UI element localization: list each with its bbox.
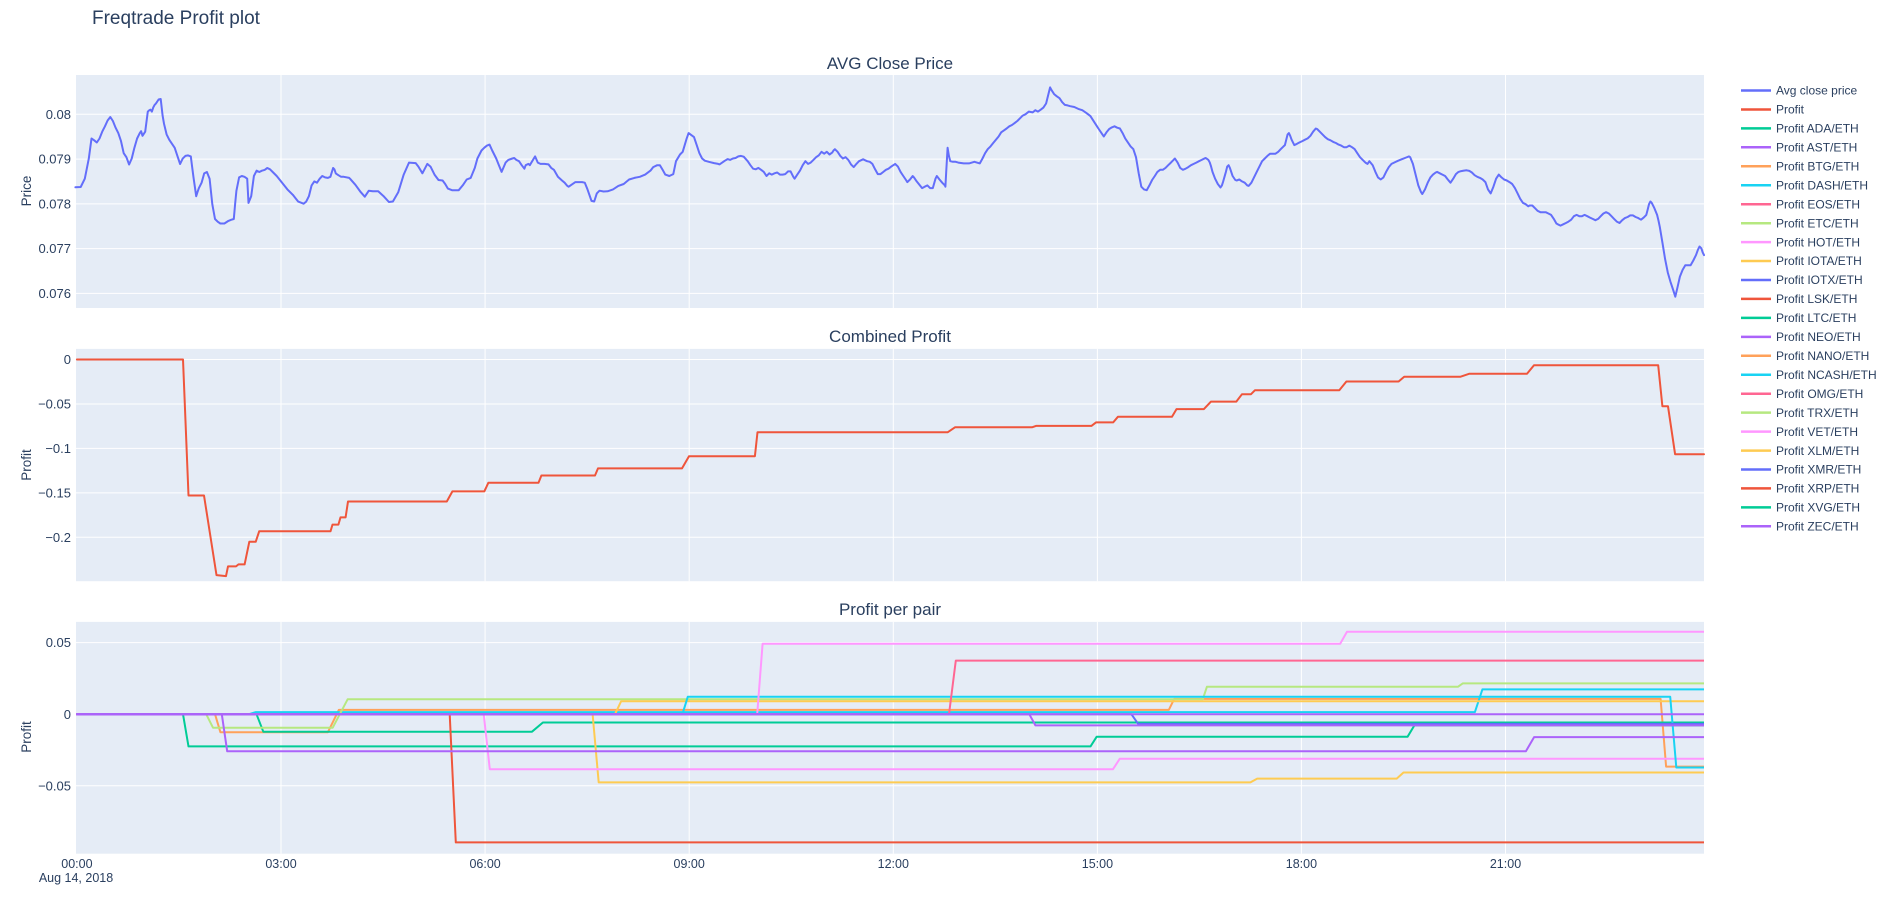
svg-text:Profit HOT/ETH: Profit HOT/ETH [1776, 235, 1860, 249]
svg-text:Profit: Profit [1776, 103, 1805, 117]
svg-text:Profit ETC/ETH: Profit ETC/ETH [1776, 216, 1859, 230]
svg-text:0.08: 0.08 [46, 107, 71, 122]
svg-text:12:00: 12:00 [878, 857, 909, 871]
svg-text:Profit VET/ETH: Profit VET/ETH [1776, 425, 1858, 439]
svg-text:Profit NANO/ETH: Profit NANO/ETH [1776, 349, 1869, 363]
svg-text:Profit EOS/ETH: Profit EOS/ETH [1776, 197, 1860, 211]
svg-text:21:00: 21:00 [1490, 857, 1521, 871]
svg-text:Profit IOTX/ETH: Profit IOTX/ETH [1776, 273, 1863, 287]
svg-text:Price: Price [19, 176, 34, 207]
svg-text:09:00: 09:00 [674, 857, 705, 871]
svg-text:Profit OMG/ETH: Profit OMG/ETH [1776, 387, 1863, 401]
svg-text:Profit LTC/ETH: Profit LTC/ETH [1776, 311, 1856, 325]
svg-text:06:00: 06:00 [469, 857, 500, 871]
svg-text:−0.05: −0.05 [38, 397, 71, 412]
svg-text:Profit per pair: Profit per pair [839, 600, 941, 619]
svg-text:Profit XRP/ETH: Profit XRP/ETH [1776, 482, 1859, 496]
svg-text:0: 0 [64, 707, 71, 722]
svg-text:03:00: 03:00 [265, 857, 296, 871]
svg-text:Profit LSK/ETH: Profit LSK/ETH [1776, 292, 1857, 306]
svg-text:18:00: 18:00 [1286, 857, 1317, 871]
svg-text:0.079: 0.079 [38, 152, 71, 167]
svg-text:−0.05: −0.05 [38, 778, 71, 793]
svg-text:Profit ZEC/ETH: Profit ZEC/ETH [1776, 520, 1859, 534]
svg-text:Profit BTG/ETH: Profit BTG/ETH [1776, 160, 1859, 174]
svg-text:0.076: 0.076 [38, 286, 71, 301]
svg-text:−0.1: −0.1 [45, 441, 71, 456]
svg-text:Avg close price: Avg close price [1776, 84, 1857, 98]
svg-text:Profit NCASH/ETH: Profit NCASH/ETH [1776, 368, 1877, 382]
svg-text:Combined Profit: Combined Profit [829, 327, 951, 346]
svg-text:Profit TRX/ETH: Profit TRX/ETH [1776, 406, 1858, 420]
svg-text:Freqtrade Profit plot: Freqtrade Profit plot [92, 8, 261, 29]
svg-text:Profit ADA/ETH: Profit ADA/ETH [1776, 122, 1859, 136]
svg-text:Profit XLM/ETH: Profit XLM/ETH [1776, 444, 1859, 458]
svg-text:15:00: 15:00 [1082, 857, 1113, 871]
svg-text:Profit: Profit [19, 449, 34, 481]
svg-text:Profit: Profit [19, 721, 34, 753]
svg-text:0: 0 [64, 352, 71, 367]
svg-text:0.078: 0.078 [38, 197, 71, 212]
svg-text:0.05: 0.05 [46, 635, 71, 650]
svg-text:Profit IOTA/ETH: Profit IOTA/ETH [1776, 254, 1862, 268]
svg-text:Profit DASH/ETH: Profit DASH/ETH [1776, 178, 1868, 192]
svg-text:00:00: 00:00 [61, 857, 92, 871]
svg-text:−0.15: −0.15 [38, 486, 71, 501]
svg-text:Profit NEO/ETH: Profit NEO/ETH [1776, 330, 1861, 344]
svg-text:Aug 14, 2018: Aug 14, 2018 [39, 871, 113, 885]
svg-text:Profit XVG/ETH: Profit XVG/ETH [1776, 501, 1860, 515]
svg-text:Profit XMR/ETH: Profit XMR/ETH [1776, 463, 1861, 477]
svg-text:Profit AST/ETH: Profit AST/ETH [1776, 141, 1857, 155]
svg-text:AVG Close Price: AVG Close Price [827, 54, 953, 73]
svg-text:0.077: 0.077 [38, 241, 71, 256]
svg-text:−0.2: −0.2 [45, 530, 71, 545]
